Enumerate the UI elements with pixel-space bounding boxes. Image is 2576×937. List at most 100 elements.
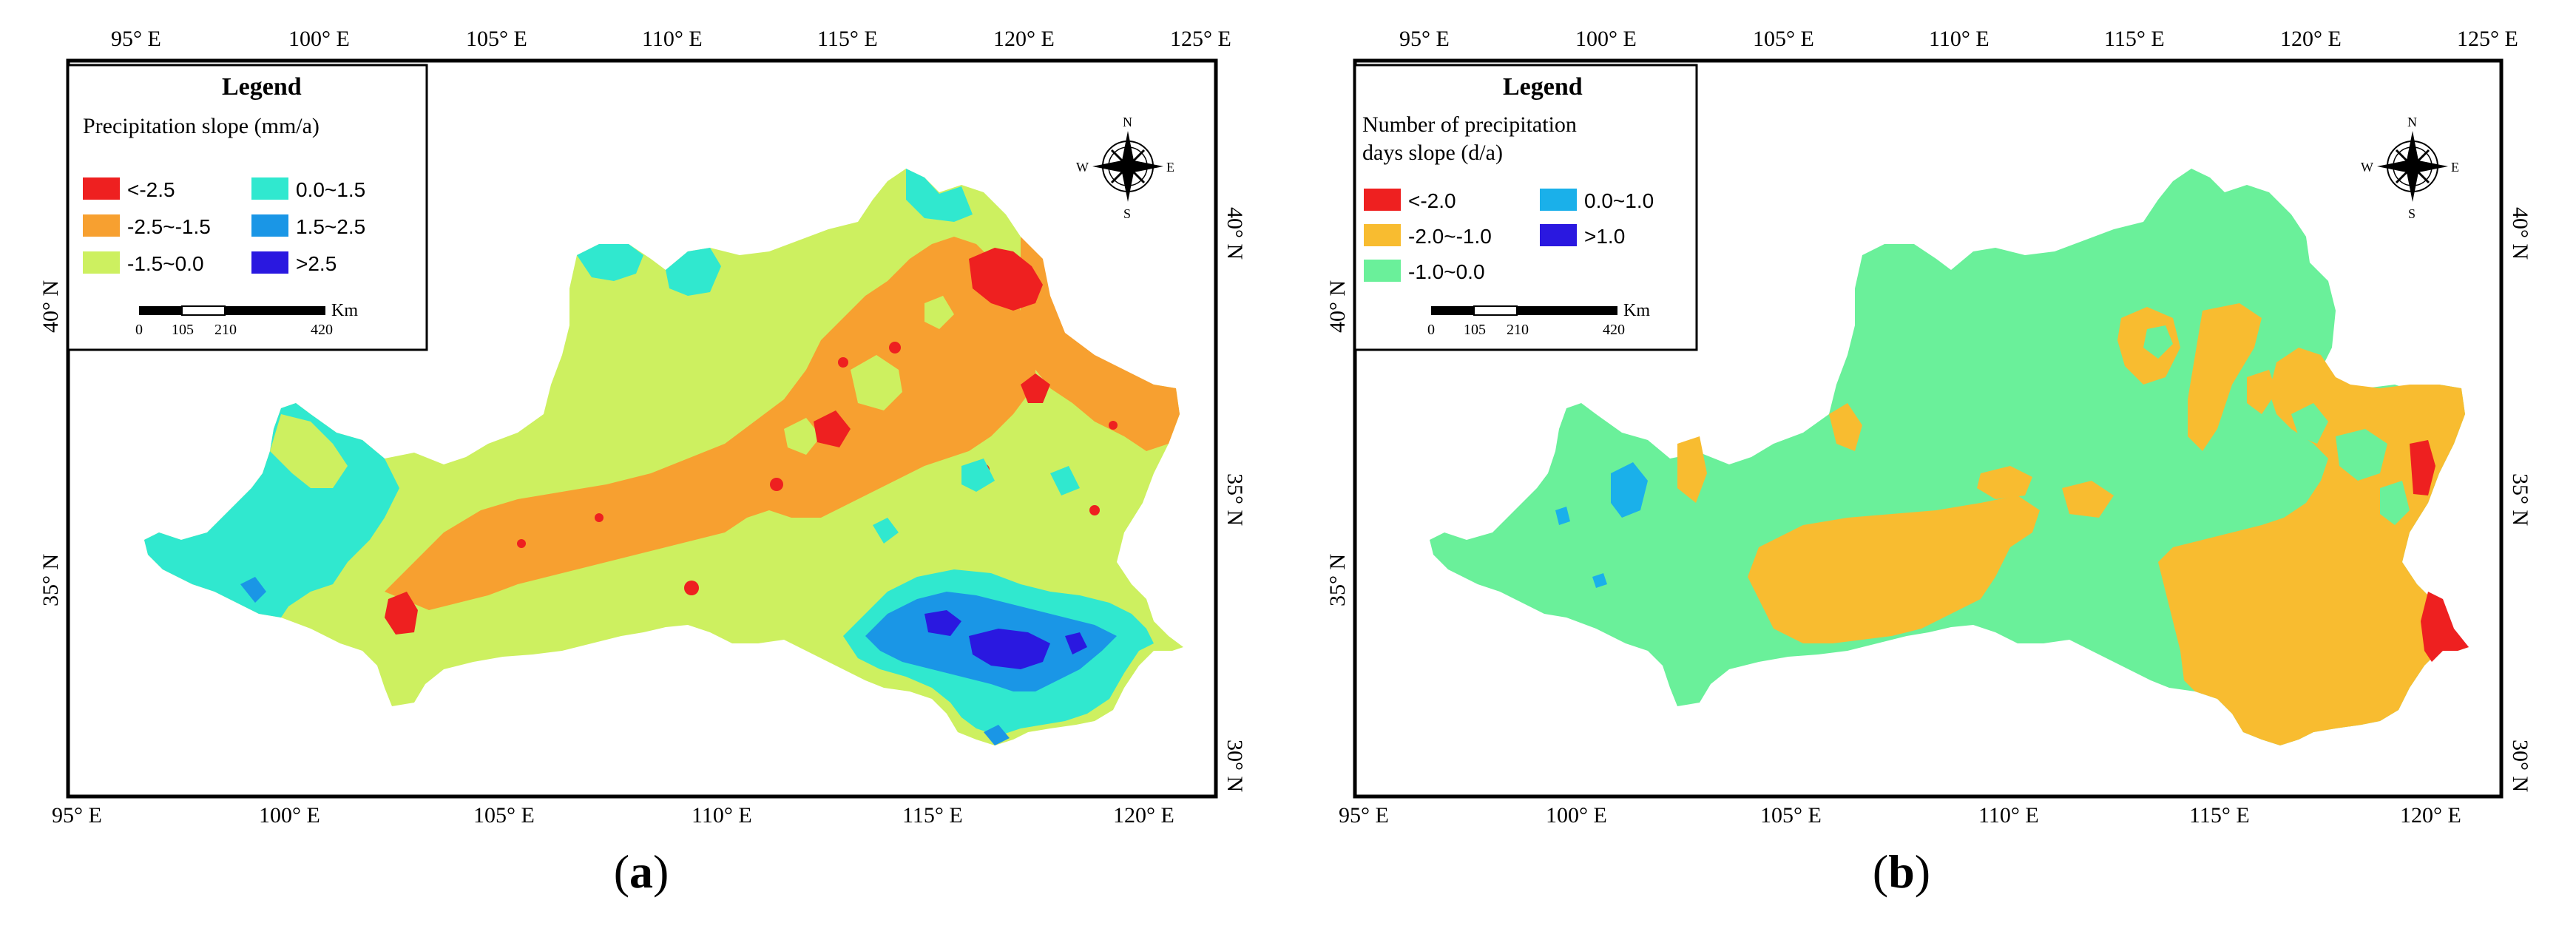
- lat-label: 30° N: [2508, 740, 2532, 792]
- lat-label: 35° N: [2508, 473, 2532, 526]
- scale-tick: 0: [1427, 322, 1435, 338]
- lon-label: 105° E: [473, 803, 535, 828]
- legend-swatch: [83, 251, 120, 274]
- compass-rose-icon: N S E W: [2361, 115, 2459, 221]
- legend-title: Legend: [1503, 73, 1583, 101]
- legend-b: Legend Number of precipitation days slop…: [1353, 64, 1698, 351]
- compass-n: N: [2407, 115, 2417, 129]
- legend-item-label: >2.5: [296, 252, 337, 275]
- legend-item-label: -1.0~0.0: [1408, 260, 1485, 283]
- legend-swatch: [1364, 189, 1401, 211]
- legend-swatch: [1540, 224, 1577, 246]
- legend-item-label: 1.5~2.5: [296, 215, 365, 238]
- lon-label: 120° E: [1113, 803, 1174, 828]
- scale-tick: 420: [311, 322, 333, 338]
- lon-label: 100° E: [288, 27, 350, 51]
- lon-label: 105° E: [466, 27, 527, 51]
- lat-label: 35° N: [1325, 554, 1350, 606]
- lon-label: 105° E: [1753, 27, 1814, 51]
- caption-letter: a: [629, 845, 653, 898]
- right-lat-labels-b: 30° N 35° N 40° N: [2508, 207, 2532, 792]
- legend-item-label: -1.5~0.0: [127, 252, 204, 275]
- lon-label: 125° E: [1170, 27, 1231, 51]
- map-panel-a: 95° E 100° E 105° E 110° E 115° E 120° E…: [38, 27, 1247, 898]
- left-lat-labels-b: 35° N 40° N: [1325, 280, 1350, 606]
- legend-item-label: 0.0~1.5: [296, 178, 365, 201]
- legend-swatch: [83, 177, 120, 200]
- scale-tick: 210: [1507, 322, 1529, 338]
- lon-label: 120° E: [2400, 803, 2461, 828]
- legend-swatch: [251, 214, 288, 237]
- scale-bar: Km 0 105 210 420: [135, 301, 358, 338]
- compass-w: W: [1076, 160, 1089, 175]
- legend-swatch: [1364, 224, 1401, 246]
- lat-label: 30° N: [1223, 740, 1247, 792]
- lon-label: 100° E: [1575, 27, 1637, 51]
- lat-label: 40° N: [38, 280, 63, 333]
- lon-label: 105° E: [1760, 803, 1822, 828]
- lon-label: 110° E: [692, 803, 752, 828]
- scale-tick: 105: [1464, 322, 1486, 338]
- legend-swatch: [251, 251, 288, 274]
- right-lat-labels-a: 30° N 35° N 40° N: [1223, 207, 1247, 792]
- lon-label: 125° E: [2457, 27, 2518, 51]
- lon-label: 110° E: [642, 27, 703, 51]
- lon-label: 115° E: [902, 803, 963, 828]
- lon-label: 100° E: [259, 803, 320, 828]
- scale-tick: 420: [1603, 322, 1625, 338]
- lat-label: 40° N: [1325, 280, 1350, 333]
- map-panel-b: 95° E 100° E 105° E 110° E 115° E 120° E…: [1288, 0, 2576, 937]
- scale-bar: Km 0 105 210 420: [1427, 301, 1650, 338]
- legend-swatch: [251, 177, 288, 200]
- scale-tick: 0: [135, 322, 143, 338]
- bottom-lon-labels-a: 95° E 100° E 105° E 110° E 115° E 120° E: [52, 803, 1174, 828]
- legend-item-label: <-2.5: [127, 178, 175, 201]
- lon-label: 115° E: [2189, 803, 2250, 828]
- bottom-lon-labels-b: 95° E 100° E 105° E 110° E 115° E 120° E: [1339, 803, 2461, 828]
- legend-a: Legend Precipitation slope (mm/a) <-2.5 …: [67, 64, 428, 351]
- lat-label: 35° N: [1223, 473, 1247, 526]
- lon-label: 95° E: [111, 27, 161, 51]
- lon-label: 115° E: [2104, 27, 2165, 51]
- lat-label: 35° N: [38, 554, 63, 606]
- legend-subtitle: Precipitation slope (mm/a): [83, 114, 320, 138]
- lon-label: 120° E: [2280, 27, 2342, 51]
- lon-label: 110° E: [1929, 27, 1990, 51]
- lon-label: 95° E: [52, 803, 102, 828]
- lon-label: 95° E: [1399, 27, 1450, 51]
- scale-tick: 210: [214, 322, 237, 338]
- study-region-b: [1430, 169, 2469, 745]
- compass-s: S: [2408, 206, 2416, 221]
- map-b-svg: 95° E 100° E 105° E 110° E 115° E 120° E…: [1325, 27, 2532, 828]
- top-lon-labels-b: 95° E 100° E 105° E 110° E 115° E 120° E…: [1399, 27, 2518, 51]
- left-lat-labels-a: 35° N 40° N: [38, 280, 63, 606]
- legend-item-label: >1.0: [1584, 225, 1625, 248]
- lon-label: 100° E: [1546, 803, 1607, 828]
- legend-title: Legend: [222, 73, 302, 101]
- lat-label: 40° N: [2508, 207, 2532, 260]
- scale-tick: 105: [172, 322, 194, 338]
- compass-rose-icon: N S E W: [1076, 115, 1174, 221]
- legend-item-label: -2.0~-1.0: [1408, 225, 1492, 248]
- legend-swatch: [83, 214, 120, 237]
- legend-item-label: <-2.0: [1408, 189, 1456, 212]
- study-region-a: [144, 169, 1183, 745]
- compass-n: N: [1123, 115, 1132, 129]
- legend-subtitle: days slope (d/a): [1362, 141, 1503, 165]
- lat-label: 40° N: [1223, 207, 1247, 260]
- compass-w: W: [2361, 160, 2373, 175]
- compass-e: E: [2451, 160, 2459, 175]
- legend-item-label: 0.0~1.0: [1584, 189, 1654, 212]
- legend-swatch: [1364, 260, 1401, 282]
- lon-label: 115° E: [817, 27, 878, 51]
- map-a-svg: 95° E 100° E 105° E 110° E 115° E 120° E…: [38, 27, 1247, 828]
- scale-unit: Km: [1623, 301, 1650, 320]
- scale-unit: Km: [331, 301, 358, 320]
- legend-swatch: [1540, 189, 1577, 211]
- compass-s: S: [1123, 206, 1131, 221]
- panel-caption: (b): [1872, 845, 1931, 898]
- caption-letter: b: [1888, 845, 1915, 898]
- top-lon-labels-a: 95° E 100° E 105° E 110° E 115° E 120° E…: [111, 27, 1231, 51]
- panel-caption: (a): [613, 845, 669, 898]
- legend-item-label: -2.5~-1.5: [127, 215, 211, 238]
